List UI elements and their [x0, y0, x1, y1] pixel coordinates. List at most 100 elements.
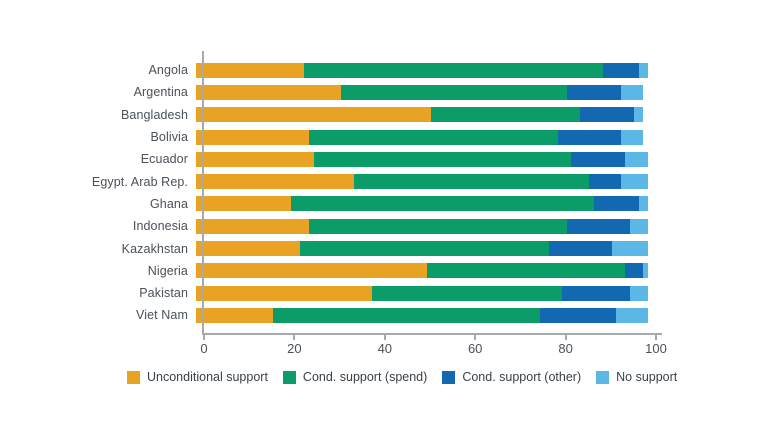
category-label: Ghana	[149, 196, 188, 211]
bar-segment-cond-support-spend	[272, 307, 540, 323]
bar-segment-no-support	[634, 107, 644, 123]
stacked-bar	[196, 174, 648, 190]
category-label: Nigeria	[147, 263, 188, 278]
bar-segment-cond-support-spend	[340, 84, 567, 100]
stacked-bar	[196, 151, 648, 167]
bar-segment-unconditional-support	[196, 174, 355, 190]
bar-segment-no-support	[620, 84, 644, 100]
x-tick-label: 20	[287, 341, 302, 356]
bar-segment-cond-support-other	[562, 285, 630, 301]
chart-legend: Unconditional support Cond. support (spen…	[127, 370, 677, 384]
bar-segment-unconditional-support	[196, 129, 309, 145]
stacked-bar	[196, 285, 648, 301]
bar-segment-cond-support-other	[566, 218, 630, 234]
x-tick-mark	[655, 335, 657, 340]
bar-segment-cond-support-spend	[309, 129, 558, 145]
bar-segment-no-support	[638, 62, 648, 78]
x-tick-mark	[293, 335, 296, 340]
bar-segment-cond-support-other	[566, 84, 621, 100]
stacked-bar	[196, 84, 648, 100]
category-label: Argentina	[133, 85, 188, 100]
category-label: Bolivia	[150, 130, 188, 145]
category-label: Kazakhstan	[121, 241, 188, 256]
bar-row: Egypt. Arab Rep.	[0, 170, 656, 192]
legend-swatch-icon	[127, 370, 140, 384]
x-tick-label: 40	[377, 341, 393, 356]
bar-segment-no-support	[616, 307, 648, 323]
bar-segment-cond-support-spend	[431, 107, 581, 123]
bar-segment-no-support	[638, 196, 648, 212]
bar-segment-no-support	[629, 285, 648, 301]
bar-segment-cond-support-other	[571, 151, 626, 167]
bar-row: Argentina	[0, 81, 656, 103]
bar-segment-unconditional-support	[196, 285, 373, 301]
legend-item: No support	[596, 370, 677, 384]
bar-rows: Angola Argentina Bangladesh Bolivia Ecuador E…	[0, 59, 656, 327]
bar-row: Bangladesh	[0, 104, 656, 126]
bar-row: Pakistan	[0, 282, 656, 304]
bar-segment-cond-support-spend	[290, 196, 594, 212]
x-tick-label: 100	[645, 341, 667, 356]
x-tick-mark	[564, 335, 567, 340]
x-tick-label: 80	[558, 341, 573, 356]
stacked-bar	[196, 196, 648, 212]
bar-row: Bolivia	[0, 126, 656, 148]
legend-swatch-icon	[442, 370, 456, 384]
bar-segment-cond-support-spend	[354, 174, 590, 190]
bar-row: Kazakhstan	[0, 237, 656, 259]
bar-segment-unconditional-support	[196, 107, 432, 123]
category-label: Indonesia	[132, 219, 188, 234]
bar-segment-cond-support-other	[602, 62, 639, 78]
bar-segment-cond-support-spend	[309, 218, 567, 234]
bar-segment-unconditional-support	[196, 62, 305, 78]
bar-segment-no-support	[611, 241, 648, 257]
bar-segment-cond-support-other	[557, 129, 621, 145]
category-label: Ecuador	[140, 152, 188, 167]
category-label: Viet Nam	[136, 308, 188, 323]
bar-segment-unconditional-support	[196, 307, 273, 323]
legend-label: Cond. support (other)	[462, 370, 582, 384]
bar-segment-unconditional-support	[196, 196, 291, 212]
category-label: Bangladesh	[120, 107, 188, 122]
stacked-bar	[196, 218, 648, 234]
stacked-bar	[196, 307, 648, 323]
x-tick-mark	[203, 335, 205, 340]
bar-segment-cond-support-spend	[426, 263, 626, 279]
category-label: Angola	[148, 63, 188, 78]
legend-label: No support	[616, 370, 678, 384]
bar-segment-cond-support-spend	[372, 285, 563, 301]
bar-segment-cond-support-other	[593, 196, 639, 212]
bar-segment-cond-support-spend	[304, 62, 603, 78]
bar-segment-unconditional-support	[196, 84, 341, 100]
stacked-bar	[196, 62, 648, 78]
bar-row: Nigeria	[0, 260, 656, 282]
bar-segment-cond-support-other	[589, 174, 621, 190]
x-tick-mark	[474, 335, 477, 340]
bar-segment-no-support	[620, 129, 644, 145]
bar-segment-no-support	[643, 263, 648, 279]
stacked-bar	[196, 107, 648, 123]
x-tick-label: 0	[200, 341, 208, 356]
bar-segment-no-support	[620, 174, 648, 190]
bar-segment-unconditional-support	[196, 151, 314, 167]
stacked-bar	[196, 263, 648, 279]
legend-item: Cond. support (other)	[442, 370, 581, 384]
x-tick-label: 60	[467, 341, 483, 356]
legend-label: Cond. support (spend)	[302, 370, 428, 384]
bar-segment-unconditional-support	[196, 218, 309, 234]
stacked-bar	[196, 241, 648, 257]
bar-segment-cond-support-spend	[299, 241, 549, 257]
bar-segment-unconditional-support	[196, 263, 427, 279]
bar-row: Indonesia	[0, 215, 656, 237]
bar-segment-cond-support-other	[539, 307, 617, 323]
bar-segment-cond-support-spend	[313, 151, 572, 167]
x-axis-line	[202, 333, 662, 340]
bar-segment-unconditional-support	[196, 241, 300, 257]
legend-swatch-icon	[282, 370, 296, 384]
legend-label: Unconditional support	[147, 370, 268, 384]
bar-segment-cond-support-other	[625, 263, 644, 279]
y-axis-line	[202, 51, 204, 333]
bar-segment-cond-support-other	[580, 107, 635, 123]
legend-item: Cond. support (spend)	[282, 370, 428, 384]
